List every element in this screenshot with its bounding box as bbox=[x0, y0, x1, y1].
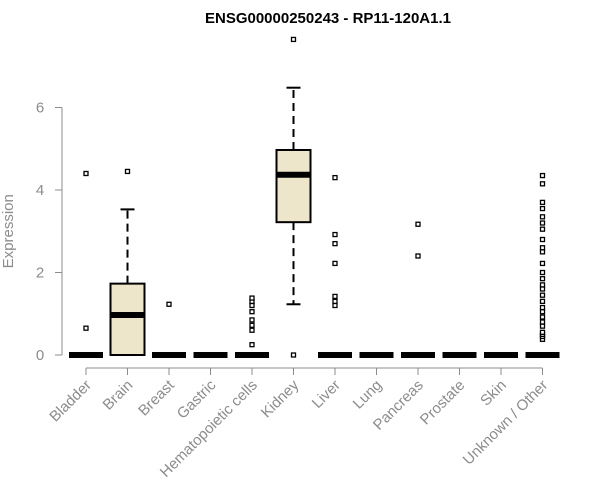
outlier-point bbox=[83, 325, 89, 331]
outlier-point bbox=[539, 314, 546, 320]
box-group bbox=[109, 168, 146, 357]
outlier-point bbox=[539, 292, 546, 298]
outlier-point bbox=[539, 269, 546, 276]
outlier-point bbox=[124, 168, 131, 175]
outlier-point bbox=[83, 170, 89, 177]
outlier-point bbox=[249, 317, 255, 323]
box-group bbox=[525, 172, 560, 358]
outlier-point bbox=[539, 236, 546, 243]
outlier-point bbox=[166, 301, 172, 307]
box-iqr bbox=[275, 148, 312, 224]
outlier-point bbox=[290, 36, 297, 43]
outlier-point bbox=[249, 309, 255, 315]
box-group bbox=[152, 301, 186, 358]
outlier-point bbox=[539, 226, 546, 232]
outlier-point bbox=[332, 293, 338, 300]
x-category-label: Lung bbox=[350, 377, 386, 413]
outlier-point bbox=[539, 205, 546, 212]
x-category-label: Breast bbox=[135, 376, 178, 419]
y-tick-label: 2 bbox=[36, 265, 44, 282]
outlier-point bbox=[332, 260, 338, 267]
outlier-point bbox=[539, 309, 546, 315]
outlier-point bbox=[539, 298, 546, 305]
outlier-point bbox=[539, 304, 546, 311]
outlier-point bbox=[539, 329, 546, 335]
outlier-point bbox=[539, 282, 546, 288]
outlier-point bbox=[539, 214, 546, 220]
outlier-point bbox=[290, 352, 297, 358]
outlier-point bbox=[249, 327, 255, 333]
outlier-point bbox=[249, 322, 255, 328]
outlier-point bbox=[249, 302, 255, 309]
outlier-point bbox=[249, 342, 255, 348]
outlier-point bbox=[539, 199, 546, 206]
outlier-point bbox=[539, 245, 546, 251]
chart-title: ENSG00000250243 - RP11-120A1.1 bbox=[205, 10, 451, 27]
outlier-point bbox=[332, 240, 338, 247]
x-category-label: Brain bbox=[100, 377, 137, 414]
outlier-point bbox=[332, 231, 338, 238]
outlier-point bbox=[539, 260, 546, 267]
x-category-label: Kidney bbox=[258, 376, 303, 421]
y-tick-label: 4 bbox=[36, 182, 44, 199]
x-category-label: Bladder bbox=[46, 377, 95, 426]
outlier-point bbox=[539, 286, 546, 292]
box-group bbox=[401, 221, 435, 358]
outlier-point bbox=[539, 220, 546, 226]
outlier-point bbox=[539, 172, 546, 179]
outlier-point bbox=[249, 295, 255, 301]
outlier-point bbox=[539, 249, 546, 255]
box-iqr bbox=[109, 282, 146, 357]
outlier-point bbox=[415, 221, 421, 227]
outlier-point bbox=[332, 174, 338, 181]
y-tick-label: 6 bbox=[36, 100, 44, 117]
x-category-label: Liver bbox=[309, 377, 344, 412]
x-category-label: Prostate bbox=[417, 377, 469, 429]
y-tick-label: 0 bbox=[36, 347, 44, 364]
outlier-point bbox=[539, 323, 546, 329]
box-group bbox=[275, 36, 312, 358]
outlier-point bbox=[332, 298, 338, 305]
outlier-point bbox=[332, 302, 338, 309]
outlier-point bbox=[539, 276, 546, 282]
outlier-point bbox=[539, 181, 546, 187]
box-group bbox=[235, 295, 269, 358]
outlier-point bbox=[415, 253, 421, 259]
y-axis-label: Expression bbox=[0, 194, 17, 268]
boxes-layer bbox=[69, 36, 560, 358]
box-group bbox=[318, 174, 352, 358]
box-group bbox=[69, 170, 103, 358]
y-axis: 0 2 4 6 bbox=[36, 100, 63, 364]
x-category-label: Skin bbox=[477, 377, 510, 410]
outlier-point bbox=[539, 319, 546, 325]
